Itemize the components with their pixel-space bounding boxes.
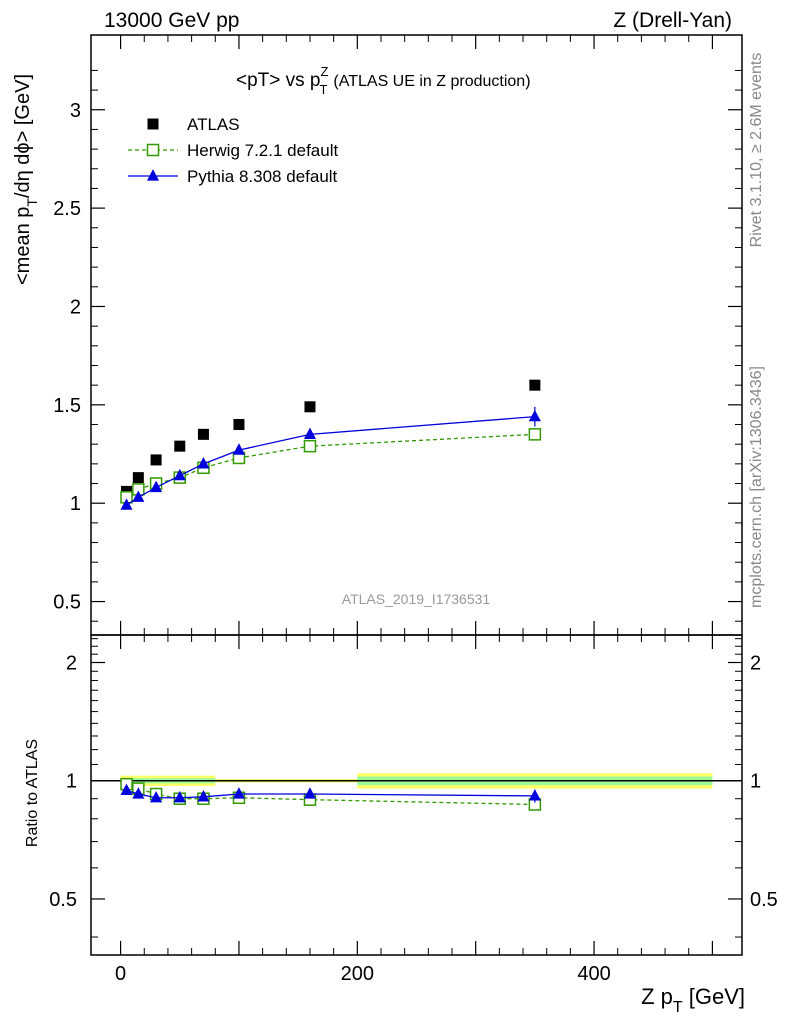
ratio-plot-frame — [90, 634, 743, 956]
plot-title-main: <pT> vs p — [236, 70, 321, 91]
x-axis-label-sub: T — [673, 999, 683, 1016]
ratio-pythia-point — [173, 790, 186, 803]
legend-pythia-marker — [146, 169, 160, 181]
ratio-pythia-line — [126, 789, 535, 799]
main-herwig-point — [303, 439, 317, 453]
plot-title-sup: Z — [321, 64, 329, 79]
ratio-y-tick-label-right: 0.5 — [750, 889, 778, 911]
ratio-pythia-point — [120, 783, 133, 796]
legend-pythia-label: Pythia 8.308 default — [187, 167, 338, 186]
main-y-tick-label: 0.5 — [53, 592, 81, 614]
main-atlas-point — [304, 401, 316, 413]
x-tick-label: 0 — [115, 963, 126, 985]
main-y-axis-label-sub: T — [24, 198, 40, 207]
ratio-axis-ticks: 0 200 400 0.5 0.5 1 1 2 2 — [49, 35, 778, 985]
ratio-y-tick-label-right: 2 — [750, 653, 761, 675]
ratio-y-tick-label-right: 1 — [750, 771, 761, 793]
main-y-tick-label: 3 — [70, 100, 81, 122]
analysis-watermark: ATLAS_2019_I1736531 — [342, 591, 491, 607]
main-y-tick-label: 2 — [70, 296, 81, 318]
ratio-pythia-point — [303, 787, 317, 799]
main-atlas-point — [132, 472, 144, 484]
main-y-axis-label-b: /dη dϕ> [GeV] — [12, 74, 34, 198]
main-pythia-point — [528, 409, 541, 422]
header-right-label: Z (Drell-Yan) — [613, 9, 732, 32]
main-pythia-point — [197, 457, 210, 469]
main-pythia-line — [126, 415, 535, 506]
ratio-y-tick-label: 1 — [66, 771, 77, 793]
main-axis-ticks: 0.5 1 1.5 2 2.5 3 — [53, 69, 742, 622]
ratio-y-tick-label: 0.5 — [49, 889, 77, 911]
main-herwig-line — [126, 433, 535, 498]
legend: ATLAS Herwig 7.2.1 default Pythia 8.308 de… — [128, 115, 338, 186]
main-atlas-point — [174, 440, 186, 452]
header-left-label: 13000 GeV pp — [104, 9, 239, 32]
x-tick-label: 400 — [577, 963, 610, 985]
main-pythia-point — [303, 427, 317, 439]
legend-herwig-marker — [146, 143, 160, 157]
ratio-series-layer — [120, 777, 542, 811]
mcplots-label: mcplots.cern.ch [arXiv:1306.3436] — [748, 366, 765, 608]
legend-herwig-label: Herwig 7.2.1 default — [187, 141, 338, 160]
main-y-tick-label: 2.5 — [53, 198, 81, 220]
main-series-layer — [120, 379, 542, 510]
main-y-tick-label: 1.5 — [53, 395, 81, 417]
legend-atlas-label: ATLAS — [187, 115, 240, 134]
x-tick-label: 200 — [341, 963, 374, 985]
ratio-pythia-point — [232, 787, 246, 799]
main-herwig-point — [528, 428, 542, 441]
main-atlas-point — [197, 428, 209, 440]
main-pythia-point — [173, 468, 186, 481]
plot-title-sub: T — [319, 82, 327, 97]
main-pythia-point — [150, 480, 163, 493]
ratio-uncertainty-bands — [91, 773, 742, 789]
ratio-y-axis-label: Ratio to ATLAS — [24, 739, 41, 847]
plot-title: <pT> vs pZ T (ATLAS UE in Z production) — [236, 64, 531, 97]
main-y-tick-label: 1 — [70, 493, 81, 515]
plot-title-suffix: (ATLAS UE in Z production) — [333, 73, 530, 90]
rivet-version-label: Rivet 3.1.10, ≥ 2.6M events — [748, 53, 765, 248]
x-axis-label-a: Z p — [641, 984, 673, 1009]
x-axis-label: Z pT [GeV] — [641, 984, 745, 1016]
main-y-axis-label-a: <mean p — [12, 207, 34, 285]
main-pythia-point — [232, 443, 246, 455]
ratio-y-tick-label: 2 — [66, 653, 77, 675]
x-axis-label-b: [GeV] — [683, 984, 745, 1009]
main-pythia-point — [132, 490, 145, 502]
legend-atlas-marker — [147, 118, 159, 130]
ratio-pythia-point — [197, 790, 210, 802]
main-pythia-point — [120, 498, 133, 510]
main-atlas-point — [529, 379, 541, 391]
main-atlas-point — [233, 419, 245, 431]
ratio-pythia-point — [528, 789, 541, 801]
main-y-axis-label: <mean pT/dη dϕ> [GeV] — [12, 74, 40, 285]
main-atlas-point — [150, 454, 162, 466]
ratio-pythia-point — [150, 790, 163, 803]
ratio-pythia-point — [132, 787, 145, 799]
